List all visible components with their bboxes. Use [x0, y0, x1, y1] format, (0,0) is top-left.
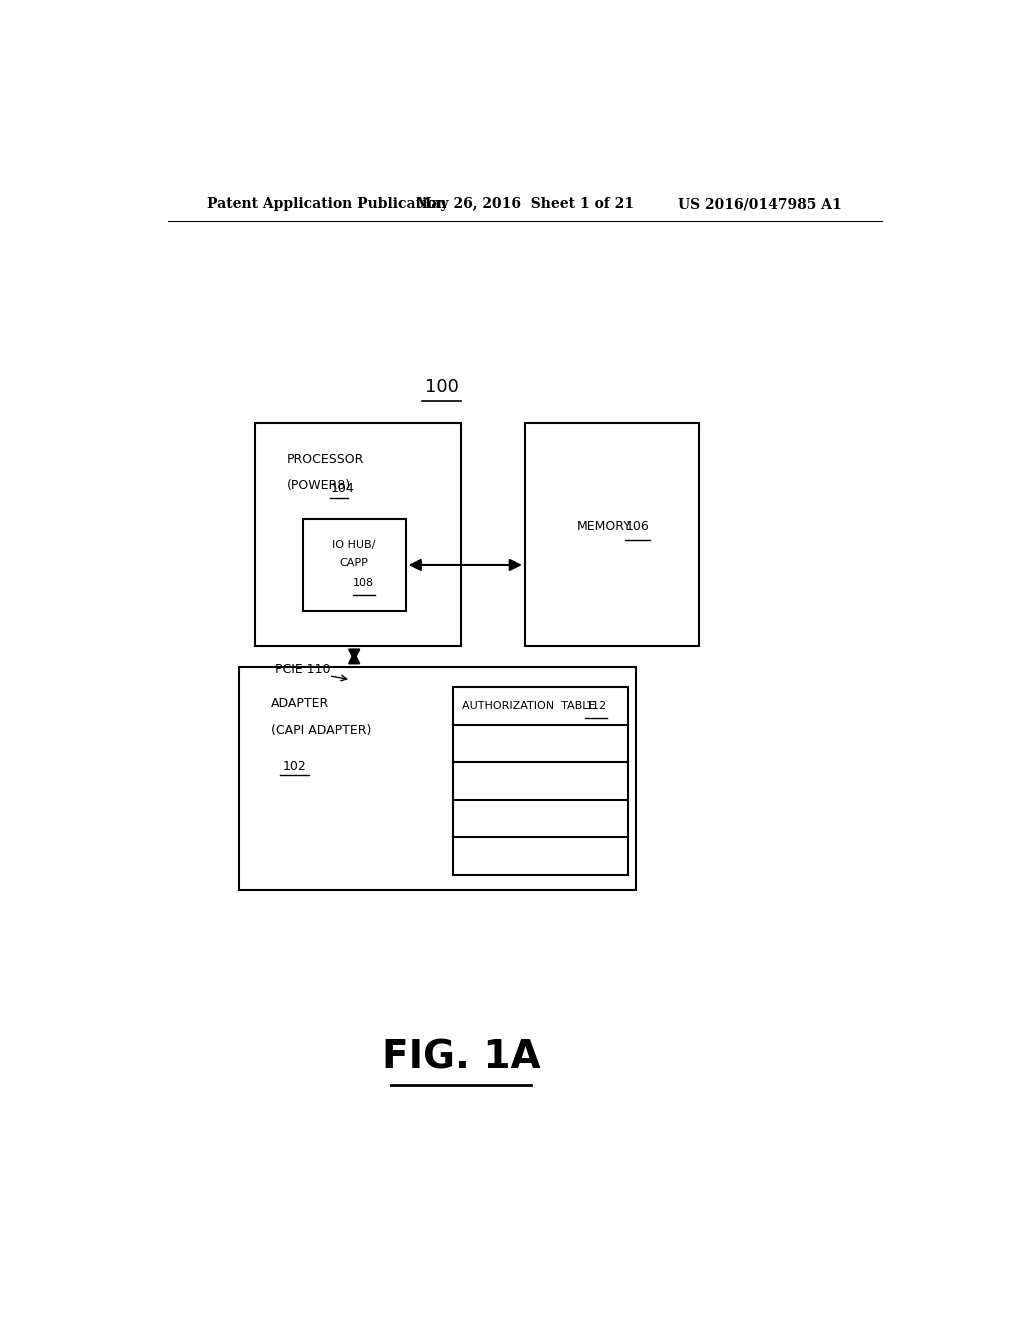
Text: FIG. 1A: FIG. 1A	[382, 1039, 541, 1077]
Text: 104: 104	[331, 482, 354, 495]
Text: ADAPTER: ADAPTER	[270, 697, 329, 710]
Text: 102: 102	[283, 760, 306, 774]
Text: PCIE 110: PCIE 110	[274, 663, 331, 676]
FancyBboxPatch shape	[454, 686, 628, 875]
Text: May 26, 2016  Sheet 1 of 21: May 26, 2016 Sheet 1 of 21	[416, 197, 634, 211]
Text: 108: 108	[353, 578, 374, 589]
Text: AUTHORIZATION  TABLE: AUTHORIZATION TABLE	[462, 701, 596, 710]
Text: CAPP: CAPP	[340, 558, 369, 568]
Text: IO HUB/: IO HUB/	[333, 540, 376, 549]
FancyBboxPatch shape	[255, 422, 462, 647]
Text: 100: 100	[425, 378, 459, 396]
Text: 106: 106	[626, 520, 649, 533]
FancyBboxPatch shape	[240, 667, 636, 890]
Text: (POWER8): (POWER8)	[287, 479, 351, 491]
FancyBboxPatch shape	[303, 519, 406, 611]
FancyBboxPatch shape	[524, 422, 699, 647]
Text: 112: 112	[586, 701, 607, 710]
Text: PROCESSOR: PROCESSOR	[287, 453, 365, 466]
Text: (CAPI ADAPTER): (CAPI ADAPTER)	[270, 723, 372, 737]
Text: Patent Application Publication: Patent Application Publication	[207, 197, 447, 211]
Text: MEMORY: MEMORY	[577, 520, 632, 533]
Text: US 2016/0147985 A1: US 2016/0147985 A1	[679, 197, 842, 211]
